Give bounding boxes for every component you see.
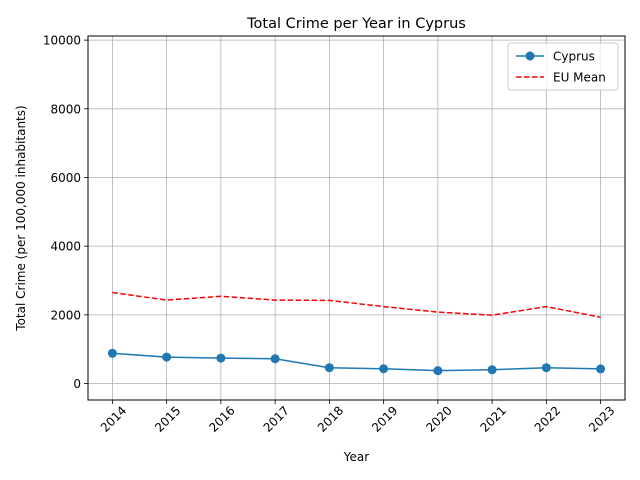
y-tick-label: 10000 [43, 34, 81, 48]
data-point-cyprus [162, 352, 172, 362]
legend-box [507, 42, 619, 91]
series-line-cyprus [112, 352, 601, 372]
data-point-cyprus [324, 363, 334, 373]
data-point-cyprus [379, 364, 389, 374]
plot-frame [87, 35, 626, 401]
data-point-cyprus [433, 366, 443, 376]
y-tick-label: 6000 [50, 171, 81, 185]
y-tick-label: 2000 [50, 308, 81, 322]
legend-marker-cyprus [525, 51, 535, 61]
data-point-cyprus [541, 363, 551, 373]
data-point-cyprus [596, 364, 606, 374]
x-axis-label: Year [343, 450, 369, 464]
legend-label-eu-mean: EU Mean [553, 71, 606, 85]
legend-label-cyprus: Cyprus [553, 50, 595, 64]
grid [88, 36, 625, 400]
legend: Cyprus EU Mean [507, 42, 619, 91]
y-axis-label: Total Crime (per 100,000 inhabitants) [14, 105, 28, 331]
data-point-cyprus [216, 353, 226, 363]
data-point-cyprus [487, 365, 497, 375]
y-tick-label: 4000 [50, 240, 81, 254]
data-point-cyprus [107, 348, 117, 358]
series-line-eu-mean [112, 291, 601, 318]
chart-title: Total Crime per Year in Cyprus [246, 16, 466, 32]
series-layer [107, 291, 606, 376]
y-tick-label: 8000 [50, 102, 81, 116]
data-point-cyprus [270, 354, 280, 364]
y-tick-label: 0 [73, 377, 81, 391]
